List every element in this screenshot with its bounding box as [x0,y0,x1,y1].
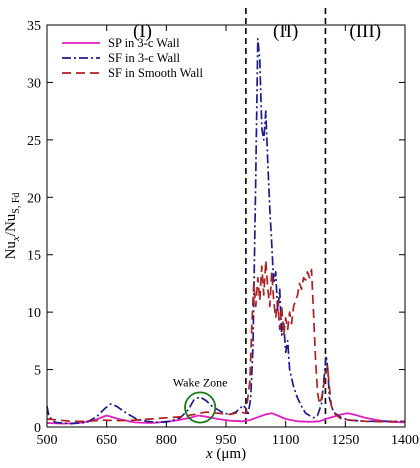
y-tick-label: 10 [27,306,41,321]
x-tick-label: 650 [96,433,117,448]
x-tick-label: 1250 [331,433,359,448]
x-axis-unit: (μm) [213,446,246,462]
x-tick-label: 950 [216,433,237,448]
region-label-3: (III) [349,21,381,42]
legend-label-3: SF in Smooth Wall [108,66,203,80]
wake-zone-annotation: Wake Zone [173,375,228,424]
region-boundaries [245,8,327,427]
wake-zone-label: Wake Zone [173,375,228,389]
y-tick-label: 5 [34,364,41,379]
y-tick-label: 15 [27,249,41,264]
plot-frame [46,24,406,428]
region-label-1: (I) [133,21,152,42]
y-tick-label: 20 [27,191,41,206]
x-tick-label: 1100 [272,433,299,448]
y-tick-label: 30 [27,76,41,91]
y-axis-label-part: Nu [3,241,19,260]
y-tick-label: 25 [27,134,41,149]
y-axis-label-part: /Nu [3,213,19,236]
legend-label-1: SP in 3-c Wall [108,36,180,50]
y-axis-label-part: x [10,236,22,242]
region-label-2: (II) [273,21,298,42]
y-axis-label: Nux/NuS, Fd [3,193,22,260]
series-layer [46,37,406,425]
x-axis-label: x (μm) [205,446,246,462]
legend-label-2: SF in 3-c Wall [108,51,181,65]
x-axis-variable: x [205,446,213,462]
axis-labels: x (μm)Nux/NuS, Fd [3,193,246,462]
axes: 500 650 800 950 1100 1250 1400 0 5 10 15 20 25 30 35 [27,19,419,448]
x-tick-label: 500 [37,433,58,448]
series-line-3 [46,259,406,423]
y-axis-label-part: S, Fd [11,193,22,214]
y-tick-label: 0 [34,421,41,436]
series-line-2 [46,37,405,425]
x-tick-label: 800 [156,433,177,448]
series-line-1 [46,412,406,425]
x-tick-label: 1400 [391,433,419,448]
wake-zone-circle [184,391,217,424]
y-tick-label: 35 [27,19,41,34]
region-labels: (I) (II) (III) [133,21,381,42]
